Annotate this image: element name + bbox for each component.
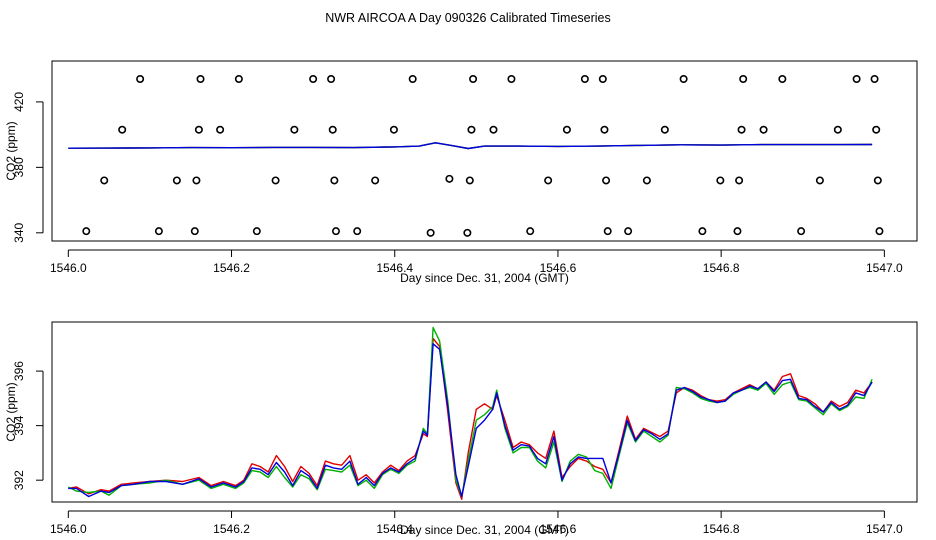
scatter-point (445, 174, 454, 183)
scatter-point (598, 75, 607, 84)
scatter-point (507, 75, 516, 84)
x-tick-label: 1546.6 (540, 261, 577, 275)
scatter-point (735, 176, 744, 185)
scatter-point (196, 75, 205, 84)
scatter-point (330, 176, 339, 185)
scatter-point (389, 125, 398, 134)
scatter-point (739, 75, 748, 84)
x-tick-label: 1546.0 (50, 261, 87, 275)
scatter-point (82, 227, 91, 236)
plot-frame (51, 60, 918, 242)
scatter-point (192, 176, 201, 185)
top-panel: 1546.0 1546.2 1546.4 1546.6 1546.8 1547.0 Day … (4, 60, 918, 285)
scatter-point (698, 227, 707, 236)
x-tick-label: 1547.0 (866, 261, 903, 275)
plot-frame (51, 321, 918, 503)
scatter-point (118, 125, 127, 134)
scatter-point (872, 125, 881, 134)
scatter-point (544, 176, 553, 185)
scatter-point (600, 125, 609, 134)
scatter-point (234, 75, 243, 84)
scatter-point (190, 227, 199, 236)
series-line-red (68, 337, 873, 500)
scatter-point (603, 227, 612, 236)
x-axis-title: Day since Dec. 31, 2004 (GMT) (400, 271, 569, 285)
scatter-point (465, 176, 474, 185)
scatter-point (467, 125, 476, 134)
x-tick-label: 1546.8 (703, 522, 740, 536)
scatter-point (737, 125, 746, 134)
x-tick-label: 1546.6 (540, 522, 577, 536)
scatter-point (873, 176, 882, 185)
scatter-point (660, 125, 669, 134)
scatter-point (172, 176, 181, 185)
y-tick-label: 420 (12, 92, 26, 112)
x-axis-title: Day since Dec. 31, 2004 (GMT) (400, 523, 569, 537)
scatter-point (426, 228, 435, 237)
series-line-green (67, 326, 873, 498)
scatter-point (602, 176, 611, 185)
scatter-point (642, 176, 651, 185)
x-tick-label: 1546.2 (213, 522, 250, 536)
scatter-point (154, 227, 163, 236)
bottom-panel: 1546.0 1546.2 1546.4 1546.6 1546.8 1547.0 Day … (4, 321, 918, 537)
y-tick-label: 392 (12, 470, 26, 490)
scatter-point (679, 75, 688, 84)
scatter-point (733, 227, 742, 236)
y-tick-label: 380 (12, 157, 26, 177)
scatter-point (875, 227, 884, 236)
scatter-point (408, 75, 417, 84)
scatter-point (136, 75, 145, 84)
scatter-point (716, 176, 725, 185)
series-line-blue (68, 343, 873, 498)
scatter-point (353, 227, 362, 236)
x-tick-label: 1546.0 (50, 522, 87, 536)
scatter-point (309, 75, 318, 84)
scatter-point (833, 125, 842, 134)
x-tick-label: 1546.8 (703, 261, 740, 275)
y-axis-title: CO2 (ppm) (4, 121, 18, 180)
scatter-point (852, 75, 861, 84)
scatter-point (252, 227, 261, 236)
y-axis-title: CO2 (ppm) (4, 382, 18, 441)
scatter-point (327, 75, 336, 84)
y-tick-label: 396 (12, 361, 26, 381)
x-tick-label: 1546.4 (376, 522, 413, 536)
scatter-point (562, 125, 571, 134)
scatter-point (100, 176, 109, 185)
scatter-point (489, 125, 498, 134)
scatter-point (469, 75, 478, 84)
scatter-point (194, 125, 203, 134)
x-tick-label: 1546.2 (213, 261, 250, 275)
scatter-point (328, 125, 337, 134)
x-tick-label: 1546.4 (376, 261, 413, 275)
scatter-point (797, 227, 806, 236)
scatter-point (778, 75, 787, 84)
figure-title: NWR AIRCOA A Day 090326 Calibrated Times… (325, 11, 611, 25)
scatter-point (870, 75, 879, 84)
scatter-point (216, 125, 225, 134)
scatter-point (271, 176, 280, 185)
scatter-point (371, 176, 380, 185)
scatter-point (463, 228, 472, 237)
scatter-point (331, 227, 340, 236)
scatter-point (815, 176, 824, 185)
scatter-point (759, 125, 768, 134)
series-group (68, 142, 873, 150)
scatter-point (526, 227, 535, 236)
scatter-point (624, 227, 633, 236)
x-tick-label: 1547.0 (866, 522, 903, 536)
y-tick-label: 340 (12, 222, 26, 242)
scatter-point (290, 125, 299, 134)
y-tick-label: 394 (12, 415, 26, 435)
scatter-point (580, 75, 589, 84)
series-group (67, 326, 873, 500)
series-line-blue (68, 142, 873, 150)
